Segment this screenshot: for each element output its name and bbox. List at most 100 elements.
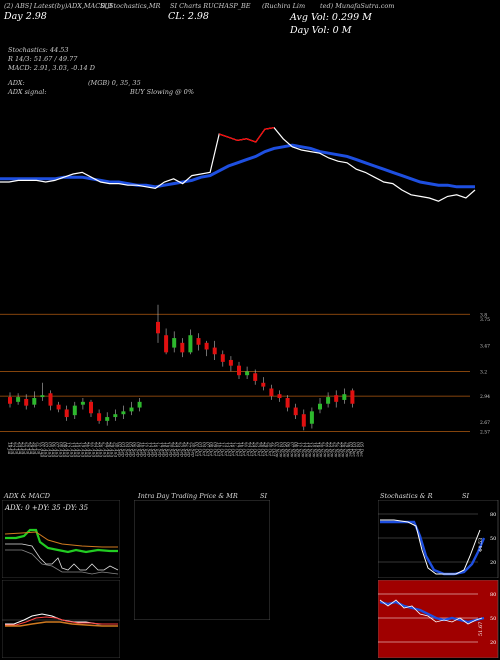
adx-panel-readout: ADX: 0 +DY: 35 -DY: 35 bbox=[4, 504, 89, 512]
date-label: 12 Sep bbox=[146, 442, 151, 457]
date-label: 09 Oct bbox=[212, 442, 217, 456]
date-label: 29 Jul bbox=[29, 441, 34, 455]
date-label: 03 Dec bbox=[352, 442, 357, 457]
mrsi-panel-title: Intra Day Trading Price & MR bbox=[138, 492, 238, 500]
date-label: 16 Oct bbox=[231, 442, 236, 456]
date-label: 28 Oct bbox=[260, 441, 265, 456]
stochastics-panel: 80 50 20 44.53 bbox=[378, 500, 499, 578]
date-label: 04 Nov bbox=[278, 442, 283, 458]
candle-body bbox=[89, 401, 93, 414]
date-label: 12 Nov bbox=[300, 442, 305, 458]
stochastics-readout: Stochastics: 44.53 bbox=[8, 46, 69, 54]
date-label: 19 Jul bbox=[7, 442, 12, 455]
date-label: 27 Aug bbox=[102, 441, 107, 457]
candle-body bbox=[72, 405, 77, 416]
date-label: 24 Oct bbox=[253, 441, 258, 456]
candle-body bbox=[172, 338, 177, 348]
date-label: 19 Aug bbox=[80, 442, 85, 457]
price-line bbox=[0, 126, 476, 202]
macd-red-line bbox=[5, 616, 118, 626]
date-label: 04 Sep bbox=[124, 442, 129, 457]
stoch-tick-20: 20 bbox=[490, 560, 496, 566]
date-label: 28 Nov bbox=[341, 441, 346, 458]
date-label: 26 Aug bbox=[99, 441, 104, 457]
stoch-white-line bbox=[380, 519, 481, 575]
date-label: 25 Sep bbox=[179, 441, 184, 457]
mrsi-panel-title-si: SI bbox=[260, 492, 268, 500]
date-label: 05 Aug bbox=[47, 442, 52, 457]
date-label: 06 Sep bbox=[132, 442, 137, 457]
mrsi-panel bbox=[134, 500, 270, 620]
date-label: 10 Sep bbox=[139, 442, 144, 457]
date-label: 21 Aug bbox=[88, 441, 93, 457]
candle-body bbox=[334, 395, 339, 402]
date-label: 30 Sep bbox=[190, 442, 195, 457]
date-label: 08 Oct bbox=[209, 442, 214, 456]
date-label: 10 Oct bbox=[216, 442, 221, 456]
date-label: 22 Oct bbox=[245, 441, 250, 456]
date-label: 02 Sep bbox=[117, 442, 122, 457]
candle-body bbox=[129, 407, 134, 412]
date-label: 05 Nov bbox=[282, 442, 287, 458]
candle-body bbox=[269, 388, 274, 397]
candle-body bbox=[97, 413, 102, 421]
date-label: 13 Aug bbox=[69, 442, 74, 457]
candle-body bbox=[301, 414, 306, 427]
date-label: 05 Dec bbox=[359, 442, 364, 457]
macd-orange-line bbox=[5, 621, 118, 627]
adx-readout: ADX: bbox=[8, 79, 25, 87]
rsi-tick-80: 80 bbox=[490, 592, 496, 598]
candle-body bbox=[285, 398, 290, 408]
adx-mgb-readout: (MGB) 0, 35, 35 bbox=[88, 79, 141, 87]
candle-body bbox=[121, 411, 126, 415]
date-label: 21 Oct bbox=[242, 441, 247, 456]
date-label: 23 Jul bbox=[14, 441, 19, 455]
stoch-tick-50: 50 bbox=[490, 536, 496, 542]
candle-body bbox=[137, 401, 142, 408]
date-label: 20 Aug bbox=[84, 441, 89, 457]
moving-average-line bbox=[0, 143, 475, 189]
header-line-1e: ted) MunafaSutra.com bbox=[320, 2, 395, 10]
date-label: 09 Sep bbox=[135, 442, 140, 457]
date-label: 23 Oct bbox=[249, 441, 254, 456]
date-label: 12 Aug bbox=[66, 442, 71, 457]
date-label: 21 Nov bbox=[322, 441, 327, 458]
candle-body bbox=[293, 407, 298, 416]
date-label: 14 Nov bbox=[308, 442, 313, 458]
date-label: 24 Sep bbox=[176, 441, 181, 457]
candle-body bbox=[24, 398, 29, 406]
date-label: 14 Aug bbox=[73, 442, 78, 457]
date-label: 03 Oct bbox=[198, 442, 203, 456]
date-label: 03 Sep bbox=[121, 442, 126, 457]
candle-body bbox=[237, 365, 241, 376]
date-label: 01 Aug bbox=[40, 442, 45, 457]
header-line-1c: SI Charts RUCHASP_BE bbox=[170, 2, 251, 10]
candle-body bbox=[56, 404, 61, 410]
candle-body bbox=[8, 397, 12, 404]
date-label: 08 Nov bbox=[293, 442, 298, 458]
candle-body bbox=[212, 347, 217, 355]
candle-body bbox=[80, 401, 85, 405]
date-label: 31 Jul bbox=[36, 442, 41, 455]
candle-body bbox=[188, 335, 193, 353]
day-volume: Day Vol: 0 M bbox=[290, 25, 352, 36]
date-label: 13 Sep bbox=[150, 442, 155, 457]
date-label: 17 Oct bbox=[234, 442, 239, 456]
date-label: 30 Jul bbox=[33, 442, 38, 455]
candle-body bbox=[277, 394, 282, 399]
date-label: 22 Jul bbox=[11, 441, 16, 455]
date-label: 26 Jul bbox=[25, 441, 30, 455]
candlestick-chart: 3.83.75 3.47 3.2 2.94 2.67 2.57 bbox=[0, 304, 490, 435]
candle-body bbox=[261, 382, 266, 387]
adx-green-line bbox=[5, 528, 118, 554]
date-label: 11 Nov bbox=[297, 442, 302, 458]
date-label: 26 Nov bbox=[333, 441, 338, 458]
date-label: 16 Sep bbox=[154, 442, 159, 457]
header-line-1b: SI,Stochastics,MR bbox=[100, 2, 161, 10]
adx-signal-label: ADX signal: bbox=[8, 88, 47, 96]
date-label: 24 Jul bbox=[18, 441, 23, 455]
date-label: 18 Sep bbox=[161, 442, 166, 457]
date-label: 15 Oct bbox=[227, 442, 232, 456]
rsi-tick-20: 20 bbox=[490, 640, 496, 646]
stoch-blue-line bbox=[380, 520, 486, 576]
